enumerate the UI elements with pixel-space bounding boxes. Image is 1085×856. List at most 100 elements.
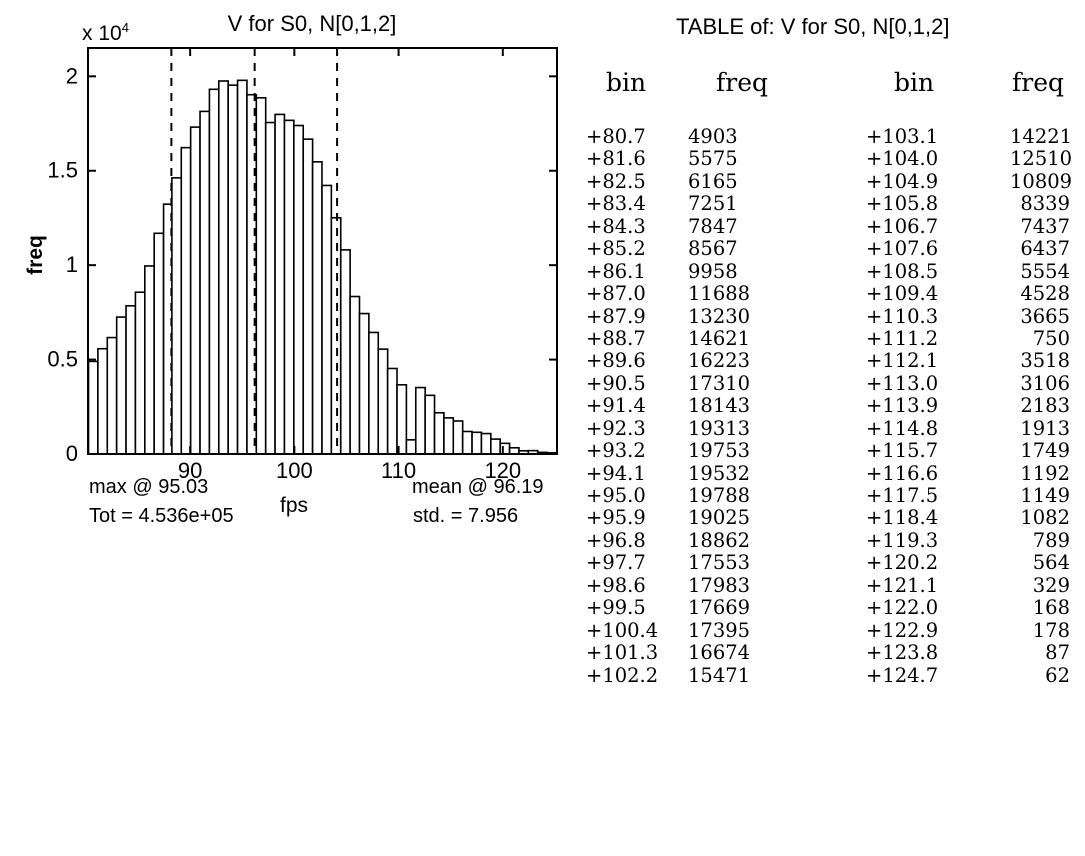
table-freq-cell: 18862 xyxy=(688,528,751,552)
table-bin-cell: +94.1 xyxy=(586,461,646,485)
y-multiplier-exponent: 4 xyxy=(122,20,129,35)
table-bin-cell: +85.2 xyxy=(586,237,646,261)
histogram-bar xyxy=(471,431,483,455)
table-freq-cell: 19753 xyxy=(688,439,751,463)
table-bin-cell: +108.5 xyxy=(866,259,939,283)
table-bin-cell: +109.4 xyxy=(866,282,939,306)
x-tick-label: 120 xyxy=(484,458,521,483)
table-bin-cell: +88.7 xyxy=(586,326,646,350)
right-bin-header: bin xyxy=(894,68,935,97)
table-bin-cell: +116.6 xyxy=(866,461,939,485)
histogram-bar xyxy=(414,386,426,455)
right-freq-header: freq xyxy=(1012,68,1065,97)
table-freq-cell: 16223 xyxy=(688,349,751,373)
table-bin-cell: +93.2 xyxy=(586,439,646,463)
table-bin-cell: +120.2 xyxy=(866,551,939,575)
table-freq-cell: 564 xyxy=(1032,551,1070,575)
right-freq-list: 14221 12510 10809 8339 7437 6437 5554 4528 3665 7… xyxy=(1010,125,1073,687)
histogram-bar xyxy=(227,84,239,455)
histogram-bar xyxy=(255,97,267,455)
table-freq-cell: 17669 xyxy=(688,596,751,620)
table-freq-cell: 7437 xyxy=(1020,214,1070,238)
table-bin-cell: +104.9 xyxy=(866,169,939,193)
x-axis: 90 100 110 120 xyxy=(178,48,521,483)
histogram-bar xyxy=(311,161,323,455)
table-freq-cell: 13230 xyxy=(688,304,751,328)
y-multiplier: x 104 xyxy=(82,20,129,45)
histogram-bar xyxy=(189,126,201,455)
table-freq-cell: 6165 xyxy=(688,169,738,193)
histogram-bar xyxy=(115,316,127,455)
left-freq-header: freq xyxy=(716,68,769,97)
table-bin-cell: +97.7 xyxy=(586,551,646,575)
y-axis-label: freq xyxy=(24,235,47,275)
table-bin-cell: +102.2 xyxy=(586,663,659,687)
table-freq-cell: 168 xyxy=(1032,596,1070,620)
histogram-bar xyxy=(87,360,99,455)
table-bin-cell: +81.6 xyxy=(586,147,646,171)
table-freq-cell: 1149 xyxy=(1020,484,1070,507)
table-freq-cell: 12510 xyxy=(1010,147,1073,171)
histogram-bar xyxy=(349,295,361,455)
table-freq-cell: 18143 xyxy=(688,394,751,418)
table-freq-cell: 8339 xyxy=(1020,192,1070,216)
x-tick-label: 100 xyxy=(276,458,313,483)
table-bin-cell: +95.0 xyxy=(586,484,646,507)
table-bin-cell: +123.8 xyxy=(866,641,939,665)
table-freq-cell: 17395 xyxy=(688,618,751,642)
table-bin-cell: +113.9 xyxy=(866,394,939,418)
histogram-bar xyxy=(480,432,492,455)
table-freq-cell: 10809 xyxy=(1010,169,1073,193)
left-bin-list: +80.7 +81.6 +82.5 +83.4 +84.3 +85.2 +86.1 +87.0… xyxy=(586,125,666,687)
table-bin-cell: +111.2 xyxy=(866,326,939,350)
table-freq-cell: 14621 xyxy=(688,326,751,350)
table-freq-cell: 17310 xyxy=(688,371,751,395)
table-bin-cell: +92.3 xyxy=(586,416,646,440)
table-freq-cell: 1082 xyxy=(1020,506,1070,530)
histogram-bar xyxy=(386,367,398,455)
histogram-bar xyxy=(144,265,155,455)
histogram-bar xyxy=(125,305,137,455)
table-bin-cell: +95.9 xyxy=(586,506,646,530)
max-stat: max @ 95.03 xyxy=(89,476,209,498)
histogram-bar xyxy=(208,88,220,455)
table-bin-cell: +104.0 xyxy=(866,147,939,171)
histogram-bar xyxy=(368,331,380,455)
table-bin-cell: +122.9 xyxy=(866,618,939,642)
table-freq-cell: 3518 xyxy=(1020,349,1070,373)
table-bin-cell: +98.6 xyxy=(586,573,646,597)
table-freq-cell: 329 xyxy=(1032,573,1070,597)
histogram-bar xyxy=(106,336,118,455)
histogram-bars xyxy=(87,79,558,455)
histogram-bar xyxy=(293,124,305,455)
table-freq-cell: 62 xyxy=(1045,663,1070,687)
table-freq-cell: 17983 xyxy=(688,573,751,597)
table-freq-cell: 8567 xyxy=(688,237,738,261)
table-bin-cell: +82.5 xyxy=(586,169,646,193)
histogram-bar xyxy=(377,348,389,455)
histogram-bar xyxy=(424,394,436,455)
table-freq-cell: 4528 xyxy=(1020,282,1070,306)
histogram-bar xyxy=(236,79,248,455)
table-bin-cell: +124.7 xyxy=(866,663,939,687)
table-freq-cell: 19025 xyxy=(688,506,751,530)
histogram-bar xyxy=(405,439,417,455)
table-bin-cell: +80.7 xyxy=(586,125,646,148)
table-freq-cell: 4903 xyxy=(688,125,738,148)
table-bin-cell: +83.4 xyxy=(586,192,646,216)
left-bin-column: bin +80.7 +81.6 +82.5 +83.4 +84.3 +85.2 +86.1 +… xyxy=(586,68,666,848)
table-bin-cell: +110.3 xyxy=(866,304,939,328)
histogram-bar xyxy=(302,138,314,455)
table-bin-cell: +101.3 xyxy=(586,641,659,665)
histogram-bar xyxy=(433,411,445,455)
table-bin-cell: +122.0 xyxy=(866,596,939,620)
table-bin-cell: +100.4 xyxy=(586,618,659,642)
table-bin-cell: +84.3 xyxy=(586,214,646,238)
table-freq-cell: 2183 xyxy=(1020,394,1070,418)
histogram-bar xyxy=(274,113,286,455)
table-bin-cell: +118.4 xyxy=(866,506,939,530)
histogram-bar xyxy=(358,312,370,455)
x-axis-label: fps xyxy=(280,494,308,517)
right-bin-list: +103.1 +104.0 +104.9 +105.8 +106.7 +107.6 +108… xyxy=(866,125,956,687)
histogram-bar xyxy=(339,249,351,455)
